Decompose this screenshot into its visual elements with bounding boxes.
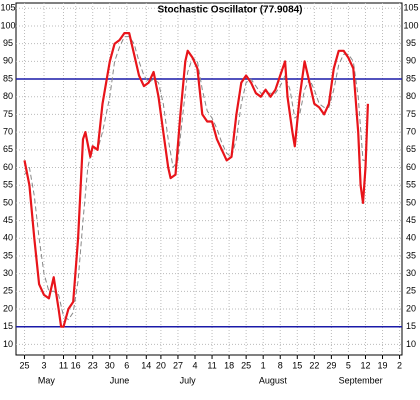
y-tick-label-left: 60 xyxy=(3,162,13,172)
y-tick-label-right: 35 xyxy=(406,250,416,260)
y-tick-label-right: 20 xyxy=(406,303,416,313)
y-tick-label-left: 45 xyxy=(3,215,13,225)
y-tick-label-right: 10 xyxy=(406,339,416,349)
y-tick-label-left: 85 xyxy=(3,73,13,83)
y-tick-label-right: 15 xyxy=(406,321,416,331)
x-tick-label: 25 xyxy=(20,360,30,370)
y-tick-label-right: 105 xyxy=(403,3,418,13)
x-tick-label: 27 xyxy=(173,360,183,370)
x-tick-label: 23 xyxy=(88,360,98,370)
y-tick-label-right: 70 xyxy=(406,127,416,137)
x-tick-label: 1 xyxy=(261,360,266,370)
y-tick-label-left: 65 xyxy=(3,144,13,154)
x-tick-label: 29 xyxy=(326,360,336,370)
y-tick-label-right: 100 xyxy=(403,20,418,30)
x-tick-label: 18 xyxy=(224,360,234,370)
y-tick-label-right: 25 xyxy=(406,286,416,296)
y-tick-label-left: 95 xyxy=(3,38,13,48)
x-tick-label: 30 xyxy=(105,360,115,370)
y-tick-label-left: 75 xyxy=(3,109,13,119)
y-tick-label-right: 80 xyxy=(406,91,416,101)
y-tick-label-right: 65 xyxy=(406,144,416,154)
month-label: September xyxy=(339,375,383,385)
y-tick-label-left: 35 xyxy=(3,250,13,260)
y-tick-label-left: 100 xyxy=(0,20,15,30)
y-tick-label-left: 25 xyxy=(3,286,13,296)
month-label: July xyxy=(180,375,197,385)
y-tick-label-left: 50 xyxy=(3,197,13,207)
y-tick-label-left: 10 xyxy=(3,339,13,349)
series-line xyxy=(23,32,369,328)
x-tick-label: 11 xyxy=(59,360,68,370)
y-tick-label-right: 75 xyxy=(406,109,416,119)
x-tick-label: 22 xyxy=(309,360,319,370)
x-tick-label: 15 xyxy=(292,360,302,370)
x-tick-label: 16 xyxy=(71,360,81,370)
y-tick-label-right: 95 xyxy=(406,38,416,48)
y-tick-label-right: 60 xyxy=(406,162,416,172)
y-tick-label-right: 30 xyxy=(406,268,416,278)
chart-title: Stochastic Oscillator (77.9084) xyxy=(157,5,302,16)
y-tick-label-left: 40 xyxy=(3,233,13,243)
y-tick-label-left: 15 xyxy=(3,321,13,331)
y-tick-label-left: 30 xyxy=(3,268,13,278)
x-tick-label: 20 xyxy=(156,360,166,370)
y-tick-label-right: 50 xyxy=(406,197,416,207)
x-tick-label: 6 xyxy=(124,360,129,370)
y-tick-label-right: 45 xyxy=(406,215,416,225)
x-tick-label: 19 xyxy=(378,360,388,370)
y-tick-label-left: 105 xyxy=(0,3,15,13)
month-label: August xyxy=(259,375,288,385)
x-tick-label: 8 xyxy=(278,360,283,370)
x-tick-label: 11 xyxy=(207,360,216,370)
y-tick-label-left: 80 xyxy=(3,91,13,101)
y-tick-label-right: 55 xyxy=(406,180,416,190)
y-tick-label-left: 70 xyxy=(3,127,13,137)
x-tick-label: 12 xyxy=(360,360,370,370)
month-label: June xyxy=(110,375,130,385)
y-tick-label-left: 55 xyxy=(3,180,13,190)
month-label: May xyxy=(38,375,56,385)
x-tick-label: 5 xyxy=(346,360,351,370)
y-tick-label-right: 40 xyxy=(406,233,416,243)
y-tick-label-right: 85 xyxy=(406,73,416,83)
x-tick-label: 4 xyxy=(192,360,197,370)
y-tick-label-left: 20 xyxy=(3,303,13,313)
y-tick-label-left: 90 xyxy=(3,56,13,66)
x-tick-label: 3 xyxy=(41,360,46,370)
x-tick-label: 2 xyxy=(397,360,402,370)
y-tick-label-right: 90 xyxy=(406,56,416,66)
x-tick-label: 14 xyxy=(141,360,151,370)
x-tick-label: 25 xyxy=(241,360,251,370)
